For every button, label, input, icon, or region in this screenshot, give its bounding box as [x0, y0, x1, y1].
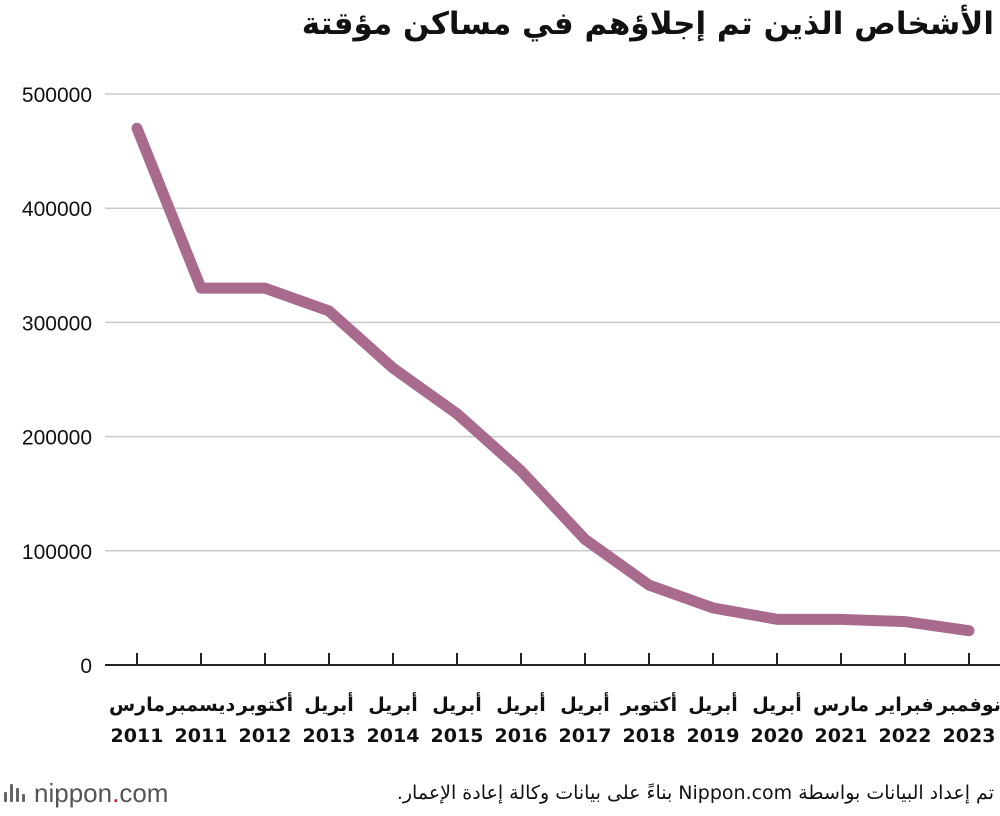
- x-tick-label-year: 2022: [879, 725, 932, 747]
- x-tick-label-year: 2018: [623, 725, 676, 747]
- data-point: [456, 412, 458, 415]
- x-tick-label-month: فبراير: [875, 694, 933, 716]
- chart-title: الأشخاص الذين تم إجلاؤهم في مساكن مؤقتة: [301, 6, 994, 42]
- data-point: [648, 584, 650, 587]
- x-tick-label-month: أكتوبر: [620, 692, 677, 716]
- data-point: [136, 127, 138, 130]
- series-line-0: [131, 122, 975, 637]
- data-point: [584, 538, 586, 541]
- x-axis-ticks: مارس2011ديسمبر2011أكتوبر2012أبريل2013أبر…: [109, 653, 1000, 747]
- data-point: [264, 287, 266, 290]
- y-tick-label: 300000: [22, 312, 92, 335]
- grid-lines: [105, 93, 1000, 552]
- x-tick-label-year: 2012: [239, 725, 292, 747]
- x-tick-label-year: 2020: [751, 725, 804, 747]
- x-tick-label-month: مارس: [813, 694, 869, 716]
- x-tick-label-year: 2014: [367, 725, 420, 747]
- x-tick-label-month: أبريل: [752, 692, 802, 716]
- x-tick-label-year: 2016: [495, 725, 548, 747]
- data-point: [776, 618, 778, 621]
- x-tick-label-year: 2011: [111, 725, 164, 747]
- brand-dot: .: [112, 778, 120, 808]
- data-point: [968, 629, 970, 632]
- data-point: [840, 618, 842, 621]
- nippon-logo[interactable]: nippon. com: [4, 778, 168, 809]
- data-point: [904, 620, 906, 623]
- x-tick-label-year: 2015: [431, 725, 484, 747]
- brand-suffix: com: [119, 778, 169, 808]
- y-tick-label: 0: [80, 655, 92, 678]
- footer: nippon. com تم إعداد البيانات بواسطة Nipp…: [0, 778, 1000, 816]
- data-point: [200, 287, 202, 290]
- y-tick-label: 200000: [22, 427, 92, 450]
- x-tick-label-year: 2011: [175, 725, 228, 747]
- x-tick-label-year: 2017: [559, 725, 612, 747]
- data-point: [392, 367, 394, 370]
- x-tick-label-year: 2013: [303, 725, 356, 747]
- x-tick-label-month: أكتوبر: [236, 692, 293, 716]
- x-tick-label-year: 2019: [687, 725, 740, 747]
- x-tick-label-month: أبريل: [304, 692, 354, 716]
- x-tick-label-month: مارس: [109, 694, 165, 716]
- y-tick-label: 100000: [22, 541, 92, 564]
- x-tick-label-year: 2023: [943, 725, 996, 747]
- y-tick-label: 400000: [22, 198, 92, 221]
- brand-name: nippon: [34, 778, 113, 808]
- x-tick-label-year: 2021: [815, 725, 868, 747]
- data-point: [520, 469, 522, 472]
- x-tick-label-month: أبريل: [560, 692, 610, 716]
- y-tick-label: 500000: [22, 84, 92, 107]
- x-tick-label-month: نوفمبر: [936, 694, 1000, 716]
- x-tick-label-month: ديسمبر: [166, 694, 236, 716]
- series-layer: [131, 122, 975, 637]
- x-tick-label-month: أبريل: [688, 692, 738, 716]
- source-note: تم إعداد البيانات بواسطة Nippon.com بناء…: [396, 782, 994, 804]
- y-axis-ticks: 0 100000 200000 300000 400000 500000: [22, 84, 92, 678]
- x-tick-label-month: أبريل: [496, 692, 546, 716]
- nippon-logo-icon: [4, 782, 26, 806]
- x-tick-label-month: أبريل: [368, 692, 418, 716]
- x-tick-label-month: أبريل: [432, 692, 482, 716]
- data-point: [328, 309, 330, 312]
- data-point: [712, 606, 714, 609]
